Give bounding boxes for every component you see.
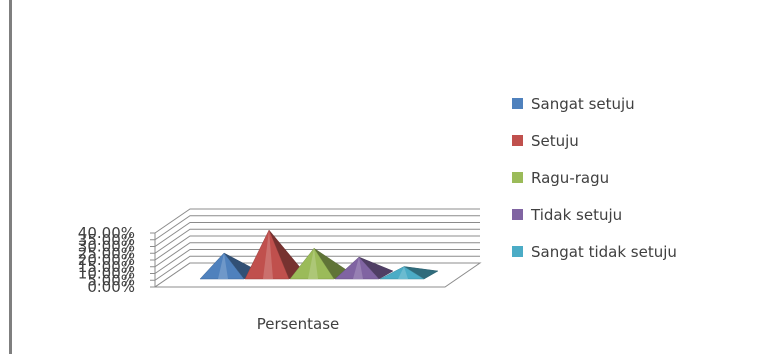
x-category-label: Persentase [257,315,340,333]
legend-entry-label: Sangat tidak setuju [531,243,677,261]
gridline [154,249,480,274]
gridline [154,235,480,261]
gridline [154,222,480,247]
y-tick-label: 35.00% [78,231,135,249]
legend-entry-label: Tidak setuju [530,206,622,224]
pyramid-highlight [218,253,228,279]
legend-entry-label: Setuju [531,132,579,150]
y-tick-label: 5.00% [87,271,135,289]
legend-entry-label: Sangat setuju [531,95,635,113]
gridline [154,228,480,254]
legend-swatch [512,172,523,183]
pyramid-highlight [353,257,363,279]
y-tick-label: 15.00% [78,258,135,276]
y-tick-label: 0.00% [87,278,135,296]
legend-swatch [512,246,523,257]
gridline [154,242,480,268]
gridline [154,215,480,241]
y-tick-label: 20.00% [78,251,135,269]
gridline [154,255,480,281]
y-tick-label: 25.00% [78,244,135,262]
legend-swatch [512,98,523,109]
gridline [154,208,480,234]
legend: Sangat setuju Setuju Ragu-ragu Tidak setuju… [512,95,677,261]
y-tick-label: 30.00% [78,238,135,256]
pyramid-highlight [308,248,318,279]
pyramid-highlight [263,230,273,279]
legend-entry-label: Ragu-ragu [531,169,609,187]
y-axis [150,232,156,288]
axis-labels: 0.00%5.00%10.00%15.00%20.00%25.00%30.00%… [78,224,339,333]
frame-left-border [9,0,12,354]
pyramid-highlight [398,266,408,279]
pyramid-series [199,229,439,280]
legend-swatch [512,209,523,220]
y-tick-label: 10.00% [78,265,135,283]
y-tick-label: 40.00% [78,224,135,242]
legend-swatch [512,135,523,146]
